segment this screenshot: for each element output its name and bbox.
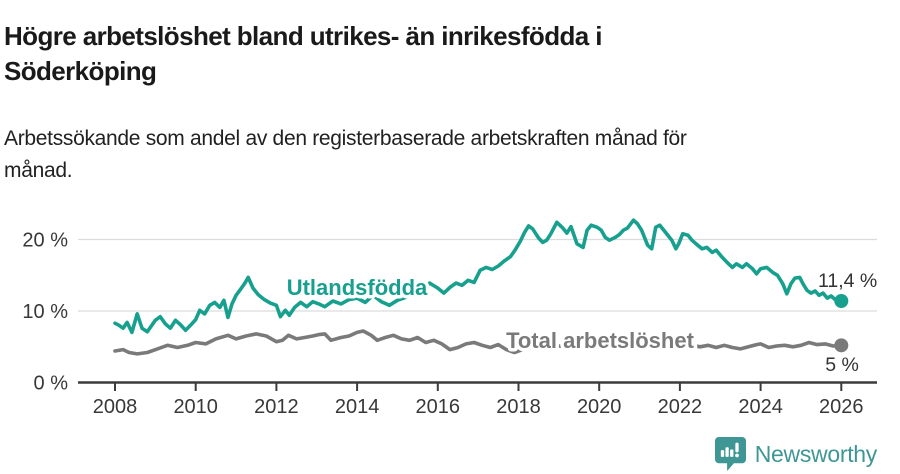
chart-subtitle-line-1: Arbetssökande som andel av den registerb… (4, 127, 687, 150)
series-label-utlandsfodda: Utlandsfödda (287, 275, 428, 300)
series-endpoint-utlandsfodda (834, 293, 849, 308)
x-axis-label: 2020 (577, 396, 622, 418)
series-endpoint-total-arbetsloshet (834, 338, 849, 353)
brand-name: Newsworthy (754, 440, 878, 467)
chart-title-line-2: Söderköping (4, 56, 157, 87)
brand-footer: Newsworthy (714, 437, 878, 471)
series-end-value-total-arbetsloshet: 5 % (825, 354, 859, 376)
y-axis-label: 0 % (34, 373, 69, 395)
x-axis-label: 2022 (658, 396, 703, 418)
chart-subtitle: Arbetssökande som andel av den registerb… (4, 123, 874, 187)
series-line-total-arbetsloshet (113, 329, 844, 356)
x-axis-label: 2024 (738, 396, 783, 418)
y-axis-label: 10 % (22, 301, 68, 323)
x-axis-label: 2008 (93, 396, 138, 418)
chart-title-line-1: Högre arbetslöshet bland utrikes- än inr… (4, 21, 602, 52)
x-axis-label: 2012 (254, 396, 299, 418)
chart-title: Högre arbetslöshet bland utrikes- än inr… (4, 19, 874, 89)
x-axis-label: 2026 (819, 396, 864, 418)
y-axis-label: 20 % (22, 230, 68, 252)
series-end-value-utlandsfodda: 11,4 % (818, 270, 877, 292)
x-axis-label: 2014 (335, 396, 380, 418)
x-axis-label: 2018 (496, 396, 541, 418)
newsworthy-logo-icon (714, 437, 746, 471)
chart-subtitle-line-2: månad. (4, 159, 73, 182)
series-label-total-arbetsloshet: Total arbetslöshet (506, 328, 695, 353)
x-axis-label: 2016 (416, 396, 461, 418)
series-line-utlandsfodda (113, 218, 844, 335)
x-axis-label: 2010 (173, 396, 218, 418)
